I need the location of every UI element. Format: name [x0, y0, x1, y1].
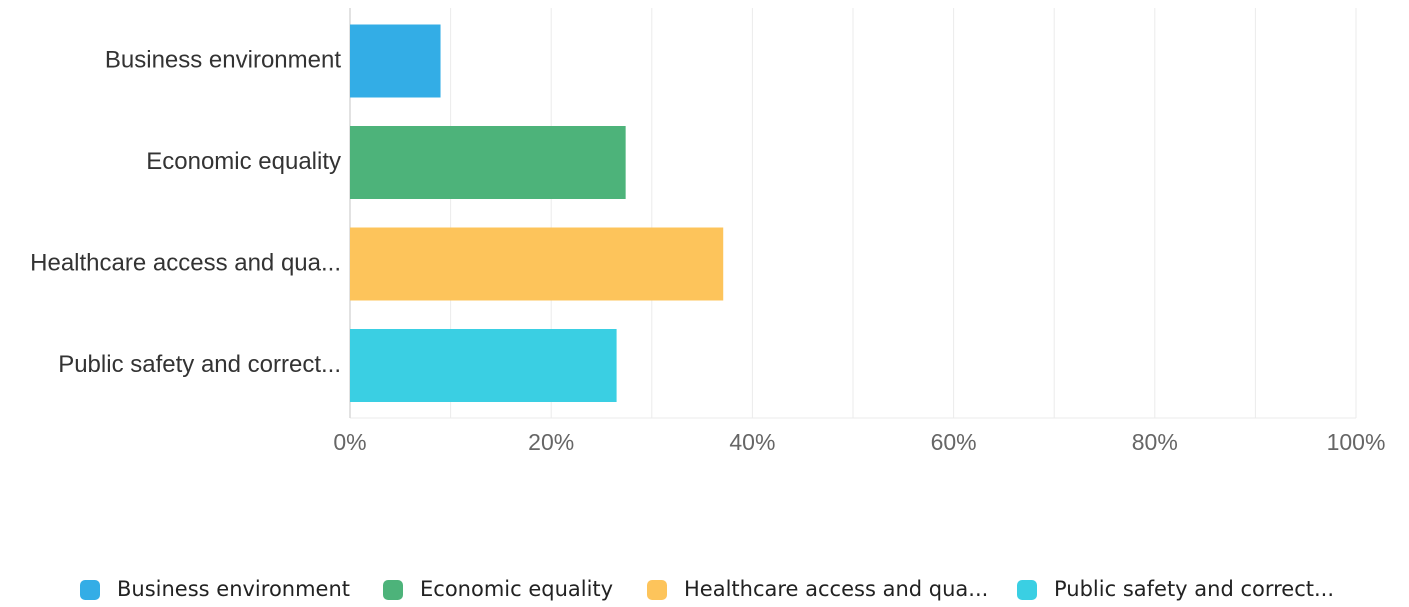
bar-4[interactable] [350, 329, 617, 402]
legend-swatch [80, 580, 100, 600]
category-label: Economic equality [146, 148, 341, 175]
legend-swatch [383, 580, 403, 600]
bar-2[interactable] [350, 126, 626, 199]
legend-label: Economic equality [420, 577, 613, 601]
x-tick-label: 60% [931, 429, 977, 455]
bar-1[interactable] [350, 24, 441, 98]
legend-label: Public safety and correct... [1054, 577, 1334, 601]
legend-label: Healthcare access and qua... [684, 577, 988, 601]
legend-item[interactable]: Economic equality [383, 577, 613, 601]
legend-swatch [1017, 580, 1037, 600]
legend-item[interactable]: Healthcare access and qua... [647, 577, 988, 601]
x-tick-labels: 0% 20% 40% 60% 80% 100% [333, 429, 1385, 455]
legend-item[interactable]: Public safety and correct... [1017, 577, 1334, 601]
x-tick-label: 80% [1132, 429, 1178, 455]
legend-item[interactable]: Business environment [80, 577, 350, 601]
bar-3[interactable] [350, 227, 724, 301]
x-tick-label: 0% [333, 429, 366, 455]
category-labels: Business environment Economic equality Hea… [30, 46, 341, 378]
category-label: Business environment [105, 46, 341, 73]
x-tick-label: 100% [1327, 429, 1386, 455]
x-tick-label: 20% [528, 429, 574, 455]
x-tick-label: 40% [729, 429, 775, 455]
legend: Business environment Economic equality Hea… [80, 577, 1334, 601]
legend-label: Business environment [117, 577, 350, 601]
category-label: Healthcare access and qua... [30, 249, 341, 276]
legend-swatch [647, 580, 667, 600]
bars [350, 24, 724, 402]
category-label: Public safety and correct... [58, 351, 341, 378]
